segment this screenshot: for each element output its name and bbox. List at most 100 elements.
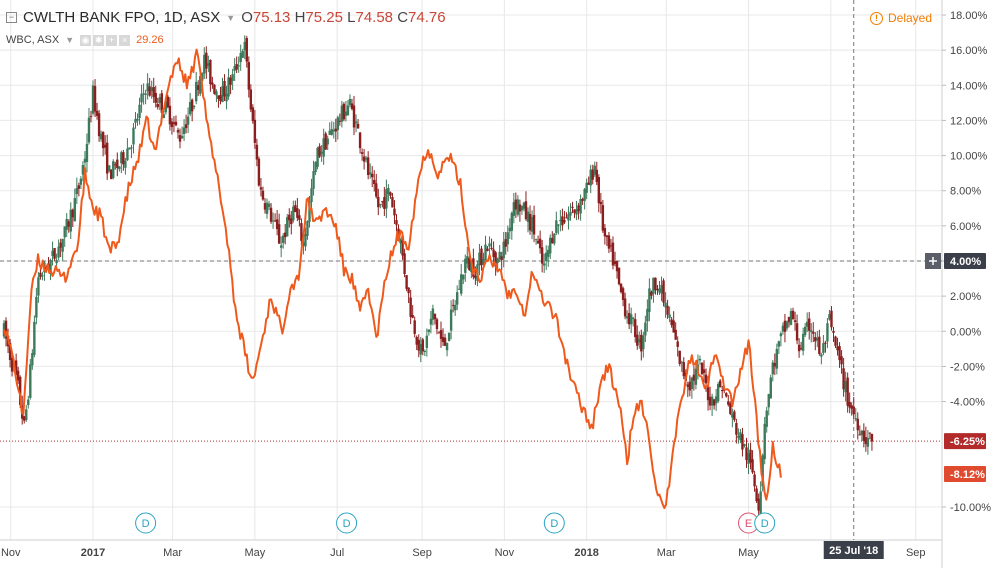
candle-body — [486, 248, 489, 251]
candle-body — [425, 335, 429, 348]
dividend-marker[interactable]: D — [754, 512, 776, 534]
candle-body — [555, 220, 558, 233]
settings-icon[interactable]: ✱ — [93, 34, 105, 46]
candle-body — [830, 310, 833, 328]
candle-body — [747, 453, 750, 464]
candle-body — [209, 59, 212, 85]
collapse-legend-icon[interactable]: − — [6, 12, 17, 23]
candle-body — [126, 148, 129, 161]
candle-body — [170, 121, 174, 128]
candle-body — [85, 143, 89, 162]
compare-value: 29.26 — [136, 34, 164, 46]
candle-body — [318, 146, 321, 157]
dividend-marker[interactable]: D — [543, 512, 565, 534]
candle-body — [437, 332, 441, 334]
candle-body — [569, 211, 572, 216]
candle-body — [61, 238, 64, 252]
candle-body — [797, 344, 801, 352]
compare-symbol[interactable]: WBC, ASX — [6, 34, 60, 46]
crosshair-plus-icon[interactable] — [925, 253, 941, 269]
candle-body — [741, 434, 744, 450]
candle-body — [237, 65, 240, 67]
candle-body — [279, 245, 283, 248]
candle-body — [601, 205, 605, 231]
candle-body — [852, 406, 855, 415]
candle-body — [168, 105, 172, 125]
x-tick-label: Mar — [163, 547, 182, 559]
candle-body — [247, 62, 251, 90]
candle-body — [528, 214, 532, 231]
candle-body — [342, 103, 346, 120]
candle-body — [795, 323, 799, 341]
close-icon[interactable]: × — [119, 34, 131, 46]
candle-body — [219, 95, 222, 101]
candle-body — [308, 201, 311, 222]
candle-body — [184, 124, 188, 129]
candle-body — [233, 66, 236, 71]
chevron-down-icon[interactable]: ▼ — [226, 12, 236, 23]
candle-body — [846, 377, 849, 406]
candle-body — [231, 74, 234, 81]
dividend-marker[interactable]: D — [336, 512, 358, 534]
candle-body — [211, 82, 214, 85]
crosshair-value-badge-bg — [944, 253, 986, 269]
wbc-line[interactable] — [3, 48, 782, 510]
candle-body — [300, 223, 303, 241]
candle-body — [379, 203, 382, 206]
candle-body — [646, 308, 649, 322]
candle-body — [462, 274, 465, 280]
candle-body — [812, 331, 815, 334]
x-tick-label: May — [244, 547, 265, 559]
candle-body — [227, 77, 230, 97]
x-tick-label: Mar — [657, 547, 676, 559]
candle-body — [650, 291, 653, 296]
candle-body — [803, 326, 807, 336]
candle-body — [407, 287, 410, 294]
candle-body — [680, 361, 683, 363]
date-badge-text: 25 Jul '18 — [829, 545, 878, 557]
wbc-line-series[interactable] — [3, 48, 782, 510]
candle-body — [103, 144, 107, 148]
candle-body — [504, 239, 507, 247]
candle-body — [354, 121, 358, 124]
candle-body — [638, 338, 641, 343]
add-icon[interactable]: + — [106, 34, 118, 46]
candle-body — [302, 242, 305, 246]
candle-body — [381, 201, 384, 203]
candle-body — [391, 197, 394, 208]
candle-body — [136, 118, 139, 121]
ohlc-values: O75.13 H75.25 L74.58 C74.76 — [241, 9, 446, 26]
candle-body — [63, 226, 66, 238]
y-tick-label: 12.00% — [950, 115, 988, 127]
crosshair-value-badge: 4.00% — [944, 253, 986, 269]
candle-body — [587, 182, 590, 185]
candle-body — [549, 237, 552, 254]
delayed-indicator[interactable]: ! Delayed — [870, 11, 932, 25]
chevron-down-icon[interactable]: ▼ — [65, 35, 75, 45]
candle-body — [870, 433, 874, 442]
cba-candle-series[interactable] — [2, 35, 874, 523]
candle-body — [439, 330, 443, 339]
candle-body — [599, 201, 603, 205]
candle-body — [547, 249, 550, 257]
candle-body — [53, 248, 56, 259]
candle-body — [160, 93, 164, 113]
candle-body — [716, 384, 720, 402]
dividend-marker[interactable]: D — [135, 512, 157, 534]
candle-body — [97, 113, 101, 137]
candle-body — [765, 410, 768, 427]
candle-body — [856, 418, 859, 431]
candle-body — [836, 346, 839, 351]
eye-icon[interactable]: ◉ — [80, 34, 92, 46]
candle-body — [583, 189, 586, 201]
symbol-title[interactable]: CWLTH BANK FPO, 1D, ASX — [23, 9, 221, 26]
main-legend: − CWLTH BANK FPO, 1D, ASX ▼ O75.13 H75.2… — [6, 9, 446, 26]
candle-body — [670, 319, 673, 326]
y-tick-label: 16.00% — [950, 45, 988, 57]
y-tick-label: -4.00% — [950, 397, 985, 409]
candle-body — [83, 158, 87, 163]
candle-body — [842, 368, 845, 390]
candle-body — [826, 323, 829, 342]
